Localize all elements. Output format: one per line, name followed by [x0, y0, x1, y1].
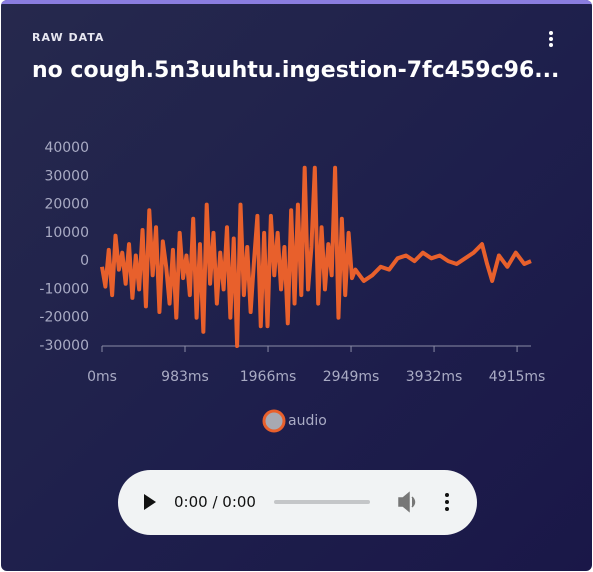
x-tick-label: 4915ms [489, 369, 546, 385]
volume-button[interactable] [398, 491, 416, 513]
y-tick-label: -10000 [39, 281, 89, 297]
audio-player[interactable]: 0:00 / 0:00 [118, 470, 477, 535]
play-button[interactable] [144, 494, 156, 510]
y-tick-label: 40000 [44, 140, 89, 156]
x-tick-label: 3932ms [406, 369, 463, 385]
series-line [100, 165, 532, 348]
player-controls [144, 491, 449, 513]
player-menu[interactable] [445, 500, 449, 504]
player-menu[interactable] [445, 507, 449, 511]
card-title: no cough.5n3uuhtu.ingestion-7fc459c96... [32, 58, 560, 83]
x-tick-label: 2949ms [323, 369, 380, 385]
y-tick-label: -30000 [39, 338, 89, 354]
chart: -30000 -20000 -10000 0 10000 20000 30000 40000 0… [39, 140, 546, 433]
y-tick-label: 10000 [44, 225, 89, 241]
player-menu[interactable] [445, 493, 449, 497]
y-tick-label: -20000 [39, 310, 89, 326]
card-label: RAW DATA [32, 31, 105, 44]
x-tick-label: 0ms [87, 369, 117, 385]
legend-label: audio [288, 413, 327, 429]
x-tick-label: 983ms [161, 369, 209, 385]
y-tick-label: 30000 [44, 168, 89, 184]
y-tick-label: 0 [80, 253, 89, 269]
time-display: 0:00 / 0:00 [174, 493, 256, 511]
progress-bar[interactable] [274, 500, 370, 504]
legend-marker [262, 409, 286, 433]
y-tick-label: 20000 [44, 197, 89, 213]
x-tick-label: 1966ms [240, 369, 297, 385]
menu-button[interactable] [549, 31, 555, 49]
top-bar [1, 0, 592, 4]
